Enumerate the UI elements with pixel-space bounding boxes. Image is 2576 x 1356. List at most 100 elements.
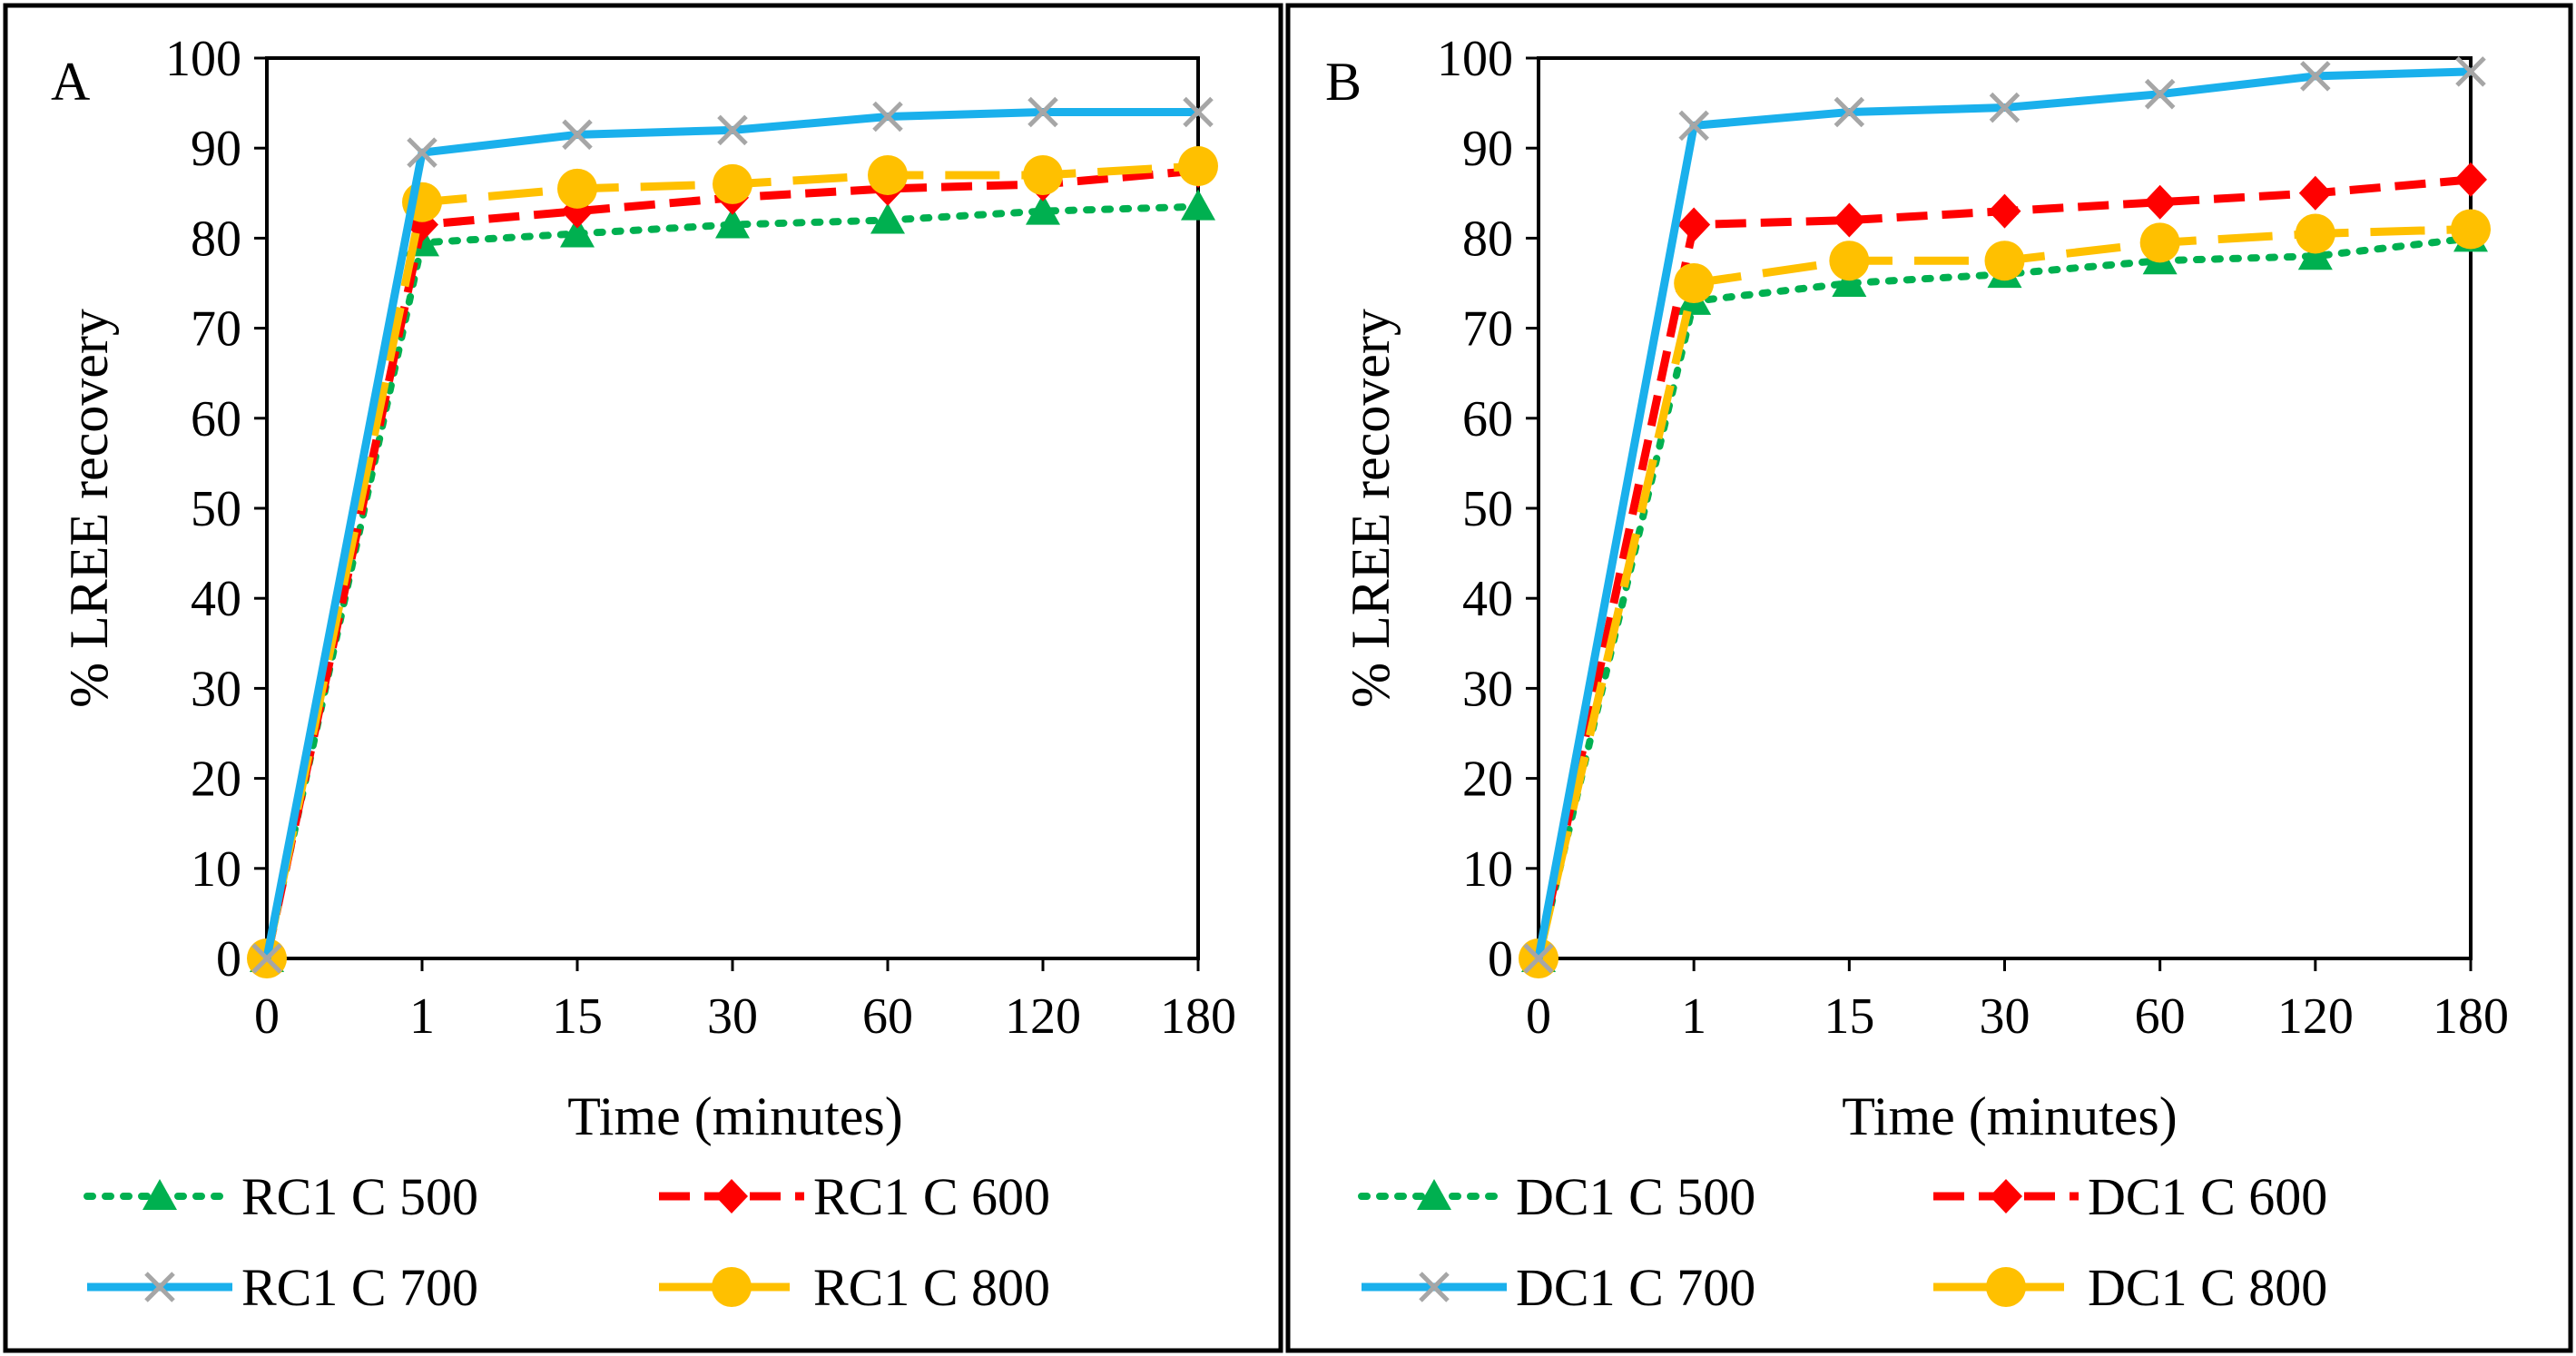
data-point-marker [2298, 175, 2332, 211]
y-tick-label: 50 [191, 481, 241, 537]
series-line-rc1-c-600 [262, 166, 1199, 959]
y-tick-label: 100 [165, 31, 241, 87]
legend-item: RC1 C 700 [87, 1258, 478, 1317]
y-tick-label: 80 [1462, 211, 1513, 267]
data-point-marker [713, 163, 752, 204]
y-tick-label: 90 [1462, 121, 1513, 177]
x-tick-label: 15 [552, 988, 603, 1045]
y-tick-label: 20 [191, 752, 241, 808]
y-tick-label: 30 [191, 661, 241, 717]
y-tick-label: 50 [1462, 481, 1513, 537]
data-point-marker [1834, 96, 1865, 128]
data-point-marker [1023, 154, 1063, 195]
data-point-marker [2455, 56, 2486, 87]
legend-swatch-marker [1986, 1267, 2026, 1307]
legend-label: RC1 C 700 [241, 1258, 478, 1317]
x-tick-label: 120 [2277, 988, 2354, 1045]
chart-panel-a: 0 10 20 30 40 50 60 70 80 90 100 0 1 15 30 60 120 180 % LR… [51, 31, 1236, 1317]
x-tick-label: 0 [1526, 988, 1551, 1045]
data-point-marker [1674, 263, 1715, 303]
data-point-marker [1178, 146, 1218, 187]
legend-label: DC1 C 800 [2088, 1258, 2327, 1317]
y-tick-label: 0 [216, 931, 241, 988]
y-tick-label: 60 [191, 391, 241, 447]
y-tick-label: 100 [1437, 31, 1513, 87]
data-point-marker [872, 101, 903, 133]
x-tick-label: 60 [862, 988, 913, 1045]
panel-b-frame [1285, 3, 2573, 1353]
panel-label: B [1325, 52, 1362, 112]
y-tick-label: 70 [1462, 301, 1513, 358]
legend-swatch-marker [712, 1267, 752, 1307]
legend-swatch-marker [1417, 1179, 1451, 1210]
legend-label: DC1 C 600 [2088, 1167, 2327, 1226]
x-tick-label: 120 [1005, 988, 1081, 1045]
data-point-marker [560, 216, 595, 248]
x-axis-title: Time (minutes) [1842, 1086, 2177, 1146]
data-point-marker [1984, 241, 2025, 281]
legend-item: DC1 C 700 [1362, 1258, 1755, 1317]
data-point-marker [1027, 96, 1058, 128]
series-line-rc1-c-800 [262, 162, 1199, 959]
y-tick-label: 40 [1462, 571, 1513, 627]
legend-item: DC1 C 500 [1358, 1167, 1755, 1226]
data-point-marker [2144, 78, 2176, 110]
y-tick-label: 80 [191, 211, 241, 267]
x-tick-label: 180 [2433, 988, 2509, 1045]
y-tick-label: 60 [1462, 391, 1513, 447]
data-point-marker [2454, 162, 2487, 197]
data-point-marker [1833, 202, 1866, 238]
x-tick-label: 30 [707, 988, 758, 1045]
y-axis-title: % LREE recovery [1341, 309, 1401, 708]
x-tick-label: 180 [1160, 988, 1236, 1045]
y-tick-label: 10 [191, 841, 241, 898]
data-point-marker [1677, 207, 1711, 242]
legend-item: RC1 C 800 [659, 1258, 1050, 1317]
data-point-marker [870, 202, 905, 234]
legend-swatch-marker [715, 1179, 748, 1214]
y-tick-label: 30 [1462, 661, 1513, 717]
legend-label: RC1 C 600 [813, 1167, 1050, 1226]
data-point-marker [868, 154, 908, 195]
data-point-marker [2139, 222, 2180, 263]
series-line-rc1-c-700 [262, 108, 1198, 959]
legend-label: DC1 C 700 [1516, 1258, 1755, 1317]
data-point-marker [1988, 193, 2021, 229]
x-tick-label: 1 [1681, 988, 1706, 1045]
y-axis-title: % LREE recovery [59, 309, 119, 708]
data-point-marker [1678, 110, 1709, 142]
x-tick-label: 0 [254, 988, 280, 1045]
data-point-marker [1026, 193, 1060, 225]
data-point-marker [2300, 61, 2331, 92]
data-point-marker [562, 119, 593, 151]
data-point-marker [2451, 209, 2491, 250]
x-tick-label: 1 [409, 988, 435, 1045]
legend-label: RC1 C 500 [241, 1167, 478, 1226]
legend-item: RC1 C 500 [84, 1167, 478, 1226]
series-line-dc1-c-800 [1534, 224, 2472, 960]
x-tick-label: 60 [2135, 988, 2186, 1045]
data-point-marker [1523, 943, 1554, 974]
data-point-marker [2295, 213, 2335, 254]
legend-label: RC1 C 800 [813, 1258, 1050, 1317]
series-line-rc1-c-500 [263, 202, 1202, 962]
y-tick-label: 40 [191, 571, 241, 627]
legend-item: RC1 C 600 [659, 1167, 1050, 1226]
legend-swatch-marker [1990, 1179, 2022, 1214]
legend-item: DC1 C 600 [1933, 1167, 2327, 1226]
data-point-marker [715, 207, 750, 239]
data-point-marker [1181, 189, 1215, 221]
data-point-marker [1829, 241, 1870, 281]
x-tick-label: 30 [1980, 988, 2030, 1045]
y-tick-label: 10 [1462, 841, 1513, 898]
y-tick-label: 70 [191, 301, 241, 358]
data-point-marker [1183, 96, 1214, 128]
data-point-marker [717, 114, 748, 146]
x-tick-label: 15 [1824, 988, 1874, 1045]
x-axis-title: Time (minutes) [567, 1086, 902, 1146]
data-point-marker [407, 137, 438, 168]
legend-swatch-marker [143, 1179, 177, 1210]
data-point-marker [2297, 239, 2333, 270]
data-point-marker [1832, 266, 1867, 297]
